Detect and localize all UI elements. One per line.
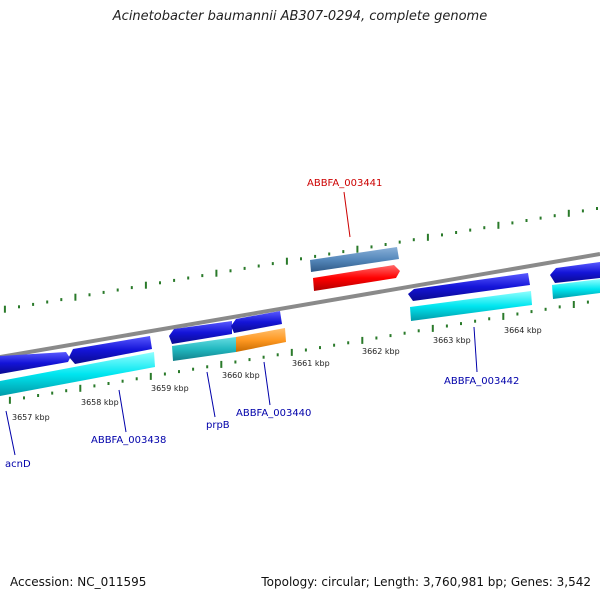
scale-label: 3663 kbp	[433, 336, 471, 345]
gene-feature[interactable]	[550, 262, 600, 283]
gene-feature[interactable]	[310, 247, 399, 272]
gene-label-prpB[interactable]: prpB	[206, 420, 230, 431]
scale-label: 3660 kbp	[222, 371, 260, 380]
scale-label: 3664 kbp	[504, 326, 542, 335]
gene-feature[interactable]	[410, 291, 532, 321]
gene-label-leaders	[5, 191, 478, 456]
scale-label: 3657 kbp	[12, 413, 50, 422]
gene-feature[interactable]	[169, 321, 232, 344]
gene-feature[interactable]	[313, 265, 400, 291]
scale-label: 3659 kbp	[151, 384, 189, 393]
genome-summary-text: Topology: circular; Length: 3,760,981 bp…	[261, 575, 591, 589]
scale-label: 3661 kbp	[292, 359, 330, 368]
scale-label: 3658 kbp	[81, 398, 119, 407]
lower-tick-row	[8, 300, 589, 404]
gene-label-ABBFA_003438[interactable]: ABBFA_003438	[91, 435, 166, 446]
gene-feature[interactable]	[408, 273, 530, 301]
gene-label-ABBFA_003441[interactable]: ABBFA_003441	[307, 178, 382, 189]
gene-feature[interactable]	[172, 337, 236, 361]
gene-label-acnD[interactable]: acnD	[5, 459, 31, 470]
gene-feature[interactable]	[552, 279, 600, 299]
genome-backbone	[0, 252, 600, 359]
gene-feature[interactable]	[231, 311, 282, 333]
gene-feature[interactable]	[236, 328, 286, 352]
gene-label-ABBFA_003442[interactable]: ABBFA_003442	[444, 376, 519, 387]
gene-feature[interactable]	[0, 352, 155, 396]
upper-tick-row	[3, 207, 598, 313]
map-title: Acinetobacter baumannii AB307-0294, comp…	[112, 9, 488, 24]
gene-feature[interactable]	[69, 336, 152, 364]
gene-feature[interactable]	[0, 352, 70, 374]
accession-text: Accession: NC_011595	[10, 575, 147, 589]
scale-label: 3662 kbp	[362, 347, 400, 356]
gene-label-ABBFA_003440[interactable]: ABBFA_003440	[236, 408, 311, 419]
